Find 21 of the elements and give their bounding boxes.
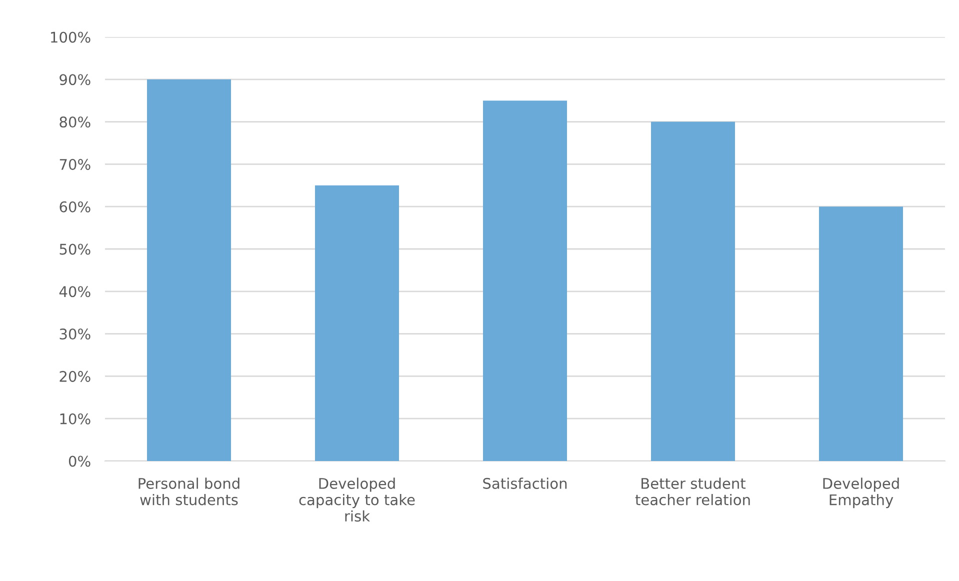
x-tick-label: Personal bond with students bbox=[138, 478, 240, 506]
y-tick-label: 30% bbox=[60, 328, 90, 340]
y-tick-label: 100% bbox=[51, 32, 90, 43]
bar bbox=[483, 100, 567, 461]
y-tick-label: 10% bbox=[60, 413, 90, 424]
y-tick-label: 50% bbox=[60, 244, 90, 255]
y-tick-label: 90% bbox=[60, 74, 90, 86]
bar bbox=[315, 185, 399, 461]
y-tick-label: 70% bbox=[60, 158, 90, 170]
y-tick-label: 80% bbox=[60, 116, 90, 128]
x-tick-label: Better student teacher relation bbox=[635, 478, 750, 506]
bar bbox=[819, 206, 903, 461]
x-tick-label: Developed capacity to take risk bbox=[299, 478, 415, 522]
y-tick-label: 20% bbox=[60, 370, 90, 382]
y-tick-label: 60% bbox=[60, 201, 90, 212]
y-tick-label: 40% bbox=[59, 286, 90, 298]
bar bbox=[651, 122, 735, 461]
x-tick-label: Developed Empathy bbox=[823, 478, 899, 508]
y-tick-label: 0% bbox=[68, 456, 90, 467]
bar bbox=[147, 79, 231, 461]
x-tick-label: Satisfaction bbox=[483, 478, 567, 489]
